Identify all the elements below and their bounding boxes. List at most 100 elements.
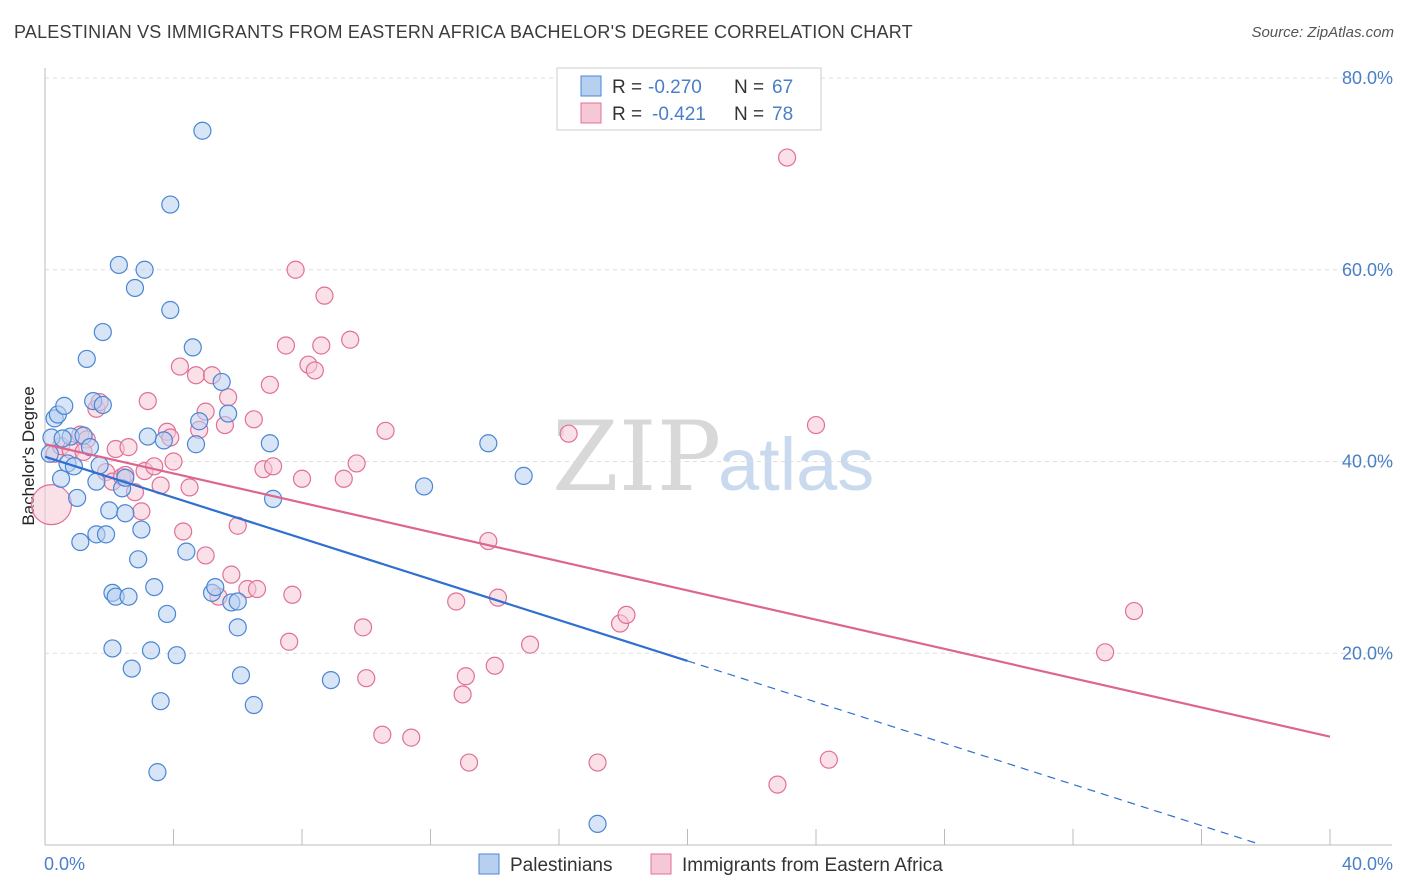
palestinian-point bbox=[129, 550, 148, 569]
legend-n-label-2: N = bbox=[734, 104, 764, 125]
eastern-africa-point bbox=[305, 361, 324, 380]
legend-swatch-palestinians bbox=[580, 75, 602, 97]
eastern-africa-point bbox=[276, 336, 296, 355]
legend-r-label-2: R = bbox=[612, 104, 642, 125]
eastern-africa-point bbox=[768, 775, 787, 794]
legend-n-label-1: N = bbox=[734, 77, 764, 98]
palestinian-point bbox=[145, 577, 164, 597]
palestinian-point bbox=[96, 525, 116, 544]
palestinian-point bbox=[588, 814, 607, 834]
eastern-africa-point bbox=[280, 632, 299, 651]
palestinian-point bbox=[514, 466, 533, 485]
palestinian-point bbox=[161, 195, 180, 214]
eastern-africa-point bbox=[1096, 643, 1115, 662]
eastern-africa-point bbox=[164, 452, 183, 471]
eastern-africa-point bbox=[260, 375, 279, 394]
bottom-legend-swatch-eastern-africa bbox=[650, 853, 672, 875]
y-tick-label-40: 40.0% bbox=[1342, 452, 1393, 472]
palestinian-point bbox=[177, 542, 196, 561]
palestinian-point bbox=[212, 372, 231, 392]
eastern-africa-point bbox=[447, 592, 466, 611]
palestinian-point bbox=[141, 641, 161, 660]
palestinian-point bbox=[148, 763, 167, 782]
watermark-atlas: atlas bbox=[718, 423, 874, 506]
legend-n-value-2: 78 bbox=[772, 104, 793, 125]
eastern-africa-point bbox=[376, 421, 395, 440]
eastern-africa-point bbox=[588, 753, 607, 772]
y-axis-title: Bachelor's Degree bbox=[19, 386, 38, 525]
eastern-africa-point bbox=[132, 502, 151, 521]
palestinian-point bbox=[71, 532, 90, 552]
x-tick-label-end: 40.0% bbox=[1342, 854, 1393, 874]
gridlines bbox=[45, 77, 1392, 654]
trend-line-palestinians bbox=[44, 455, 688, 662]
palestinian-point bbox=[116, 468, 135, 487]
watermark-zip: ZIP bbox=[552, 401, 721, 513]
trend-line-palestinians-extrapolated bbox=[687, 660, 1257, 844]
eastern-africa-point bbox=[357, 669, 376, 688]
x-tick-label-start: 0.0% bbox=[44, 854, 85, 874]
eastern-africa-point bbox=[559, 424, 578, 443]
bottom-legend-label-palestinians: Palestinians bbox=[510, 855, 612, 876]
eastern-africa-point bbox=[353, 618, 373, 637]
legend-r-value-2: -0.421 bbox=[652, 104, 706, 125]
eastern-africa-point bbox=[244, 410, 263, 429]
palestinian-point bbox=[122, 659, 141, 678]
palestinian-point bbox=[186, 435, 206, 454]
eastern-africa-point bbox=[219, 388, 238, 407]
data-points bbox=[30, 121, 1144, 834]
eastern-africa-point bbox=[485, 656, 504, 675]
y-tick-label-60: 60.0% bbox=[1342, 260, 1393, 280]
palestinian-point bbox=[116, 504, 135, 523]
palestinian-point bbox=[138, 427, 157, 446]
palestinian-point bbox=[161, 300, 180, 320]
legend-n-value-1: 67 bbox=[772, 77, 793, 98]
palestinian-point bbox=[68, 488, 87, 508]
eastern-africa-point bbox=[315, 286, 334, 305]
eastern-africa-point bbox=[806, 415, 826, 435]
correlation-legend: R = -0.270 N = 67 R = -0.421 N = 78 bbox=[556, 67, 822, 131]
chart-title: PALESTINIAN VS IMMIGRANTS FROM EASTERN A… bbox=[14, 22, 913, 42]
eastern-africa-point bbox=[138, 391, 157, 411]
trend-lines bbox=[44, 443, 1331, 844]
palestinian-point bbox=[154, 431, 173, 450]
eastern-africa-point bbox=[286, 260, 305, 279]
eastern-africa-point bbox=[174, 522, 193, 541]
eastern-africa-point bbox=[283, 585, 302, 604]
palestinian-point bbox=[157, 604, 177, 624]
series-legend: Palestinians Immigrants from Eastern Afr… bbox=[478, 853, 943, 876]
bottom-legend-swatch-palestinians bbox=[478, 853, 500, 875]
eastern-africa-point bbox=[263, 457, 283, 476]
eastern-africa-point bbox=[347, 454, 366, 473]
y-tick-label-80: 80.0% bbox=[1342, 68, 1393, 88]
palestinian-point bbox=[125, 278, 145, 298]
eastern-africa-point bbox=[520, 635, 540, 654]
palestinian-point bbox=[55, 396, 74, 415]
palestinian-point bbox=[231, 666, 251, 685]
palestinian-point bbox=[321, 670, 341, 690]
palestinian-point bbox=[190, 412, 209, 431]
palestinian-point bbox=[414, 477, 434, 496]
palestinian-point bbox=[151, 692, 170, 711]
palestinian-point bbox=[244, 695, 263, 715]
series-palestinians-points bbox=[40, 121, 607, 834]
eastern-africa-point bbox=[312, 336, 331, 355]
palestinian-point bbox=[479, 434, 498, 453]
eastern-africa-point bbox=[334, 469, 353, 488]
palestinian-point bbox=[119, 587, 138, 606]
eastern-africa-point bbox=[1124, 601, 1144, 621]
legend-r-label-1: R = bbox=[612, 77, 642, 98]
palestinian-point bbox=[93, 322, 112, 342]
palestinian-point bbox=[219, 404, 238, 423]
eastern-africa-point bbox=[180, 478, 199, 497]
palestinian-point bbox=[228, 592, 247, 611]
palestinian-point bbox=[228, 618, 247, 637]
eastern-africa-point bbox=[341, 330, 360, 349]
palestinian-point bbox=[193, 121, 212, 140]
eastern-africa-point bbox=[145, 457, 164, 476]
eastern-africa-point bbox=[373, 725, 392, 744]
eastern-africa-point bbox=[402, 728, 421, 747]
eastern-africa-point bbox=[247, 579, 267, 599]
palestinian-point bbox=[167, 646, 186, 665]
